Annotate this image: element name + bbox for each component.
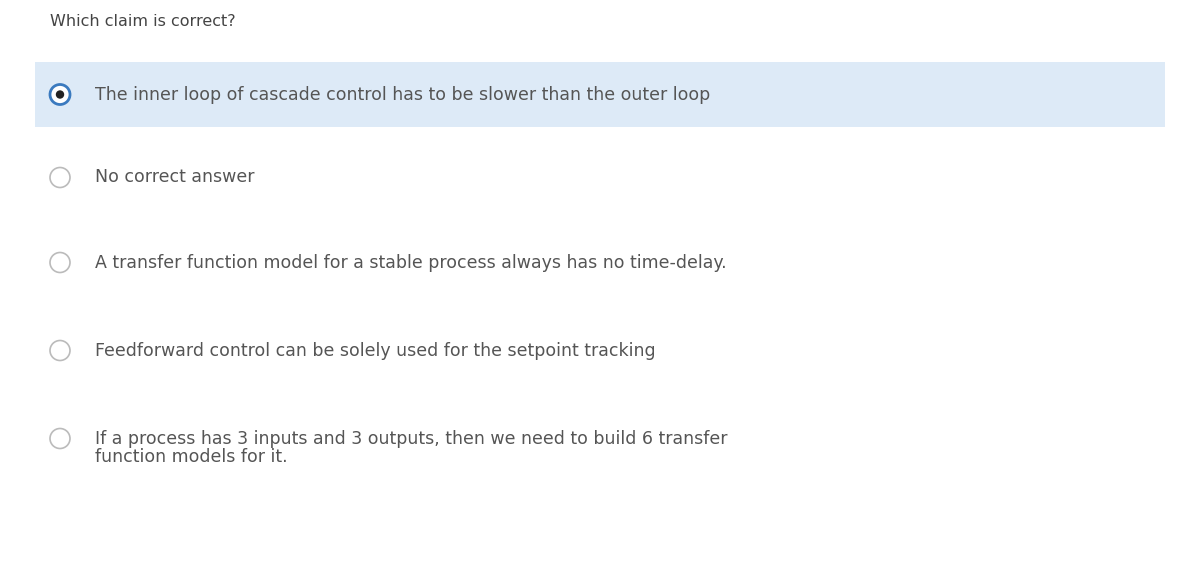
Text: If a process has 3 inputs and 3 outputs, then we need to build 6 transfer: If a process has 3 inputs and 3 outputs,… <box>95 430 727 448</box>
Circle shape <box>50 340 70 360</box>
Circle shape <box>50 167 70 188</box>
Text: Which claim is correct?: Which claim is correct? <box>50 15 235 30</box>
Circle shape <box>50 429 70 448</box>
Text: The inner loop of cascade control has to be slower than the outer loop: The inner loop of cascade control has to… <box>95 86 710 104</box>
Circle shape <box>50 252 70 272</box>
FancyBboxPatch shape <box>35 62 1165 127</box>
Text: A transfer function model for a stable process always has no time-delay.: A transfer function model for a stable p… <box>95 254 727 272</box>
Text: Feedforward control can be solely used for the setpoint tracking: Feedforward control can be solely used f… <box>95 342 655 360</box>
Circle shape <box>55 90 65 99</box>
Text: function models for it.: function models for it. <box>95 448 288 465</box>
Text: No correct answer: No correct answer <box>95 168 254 187</box>
Circle shape <box>50 85 70 104</box>
